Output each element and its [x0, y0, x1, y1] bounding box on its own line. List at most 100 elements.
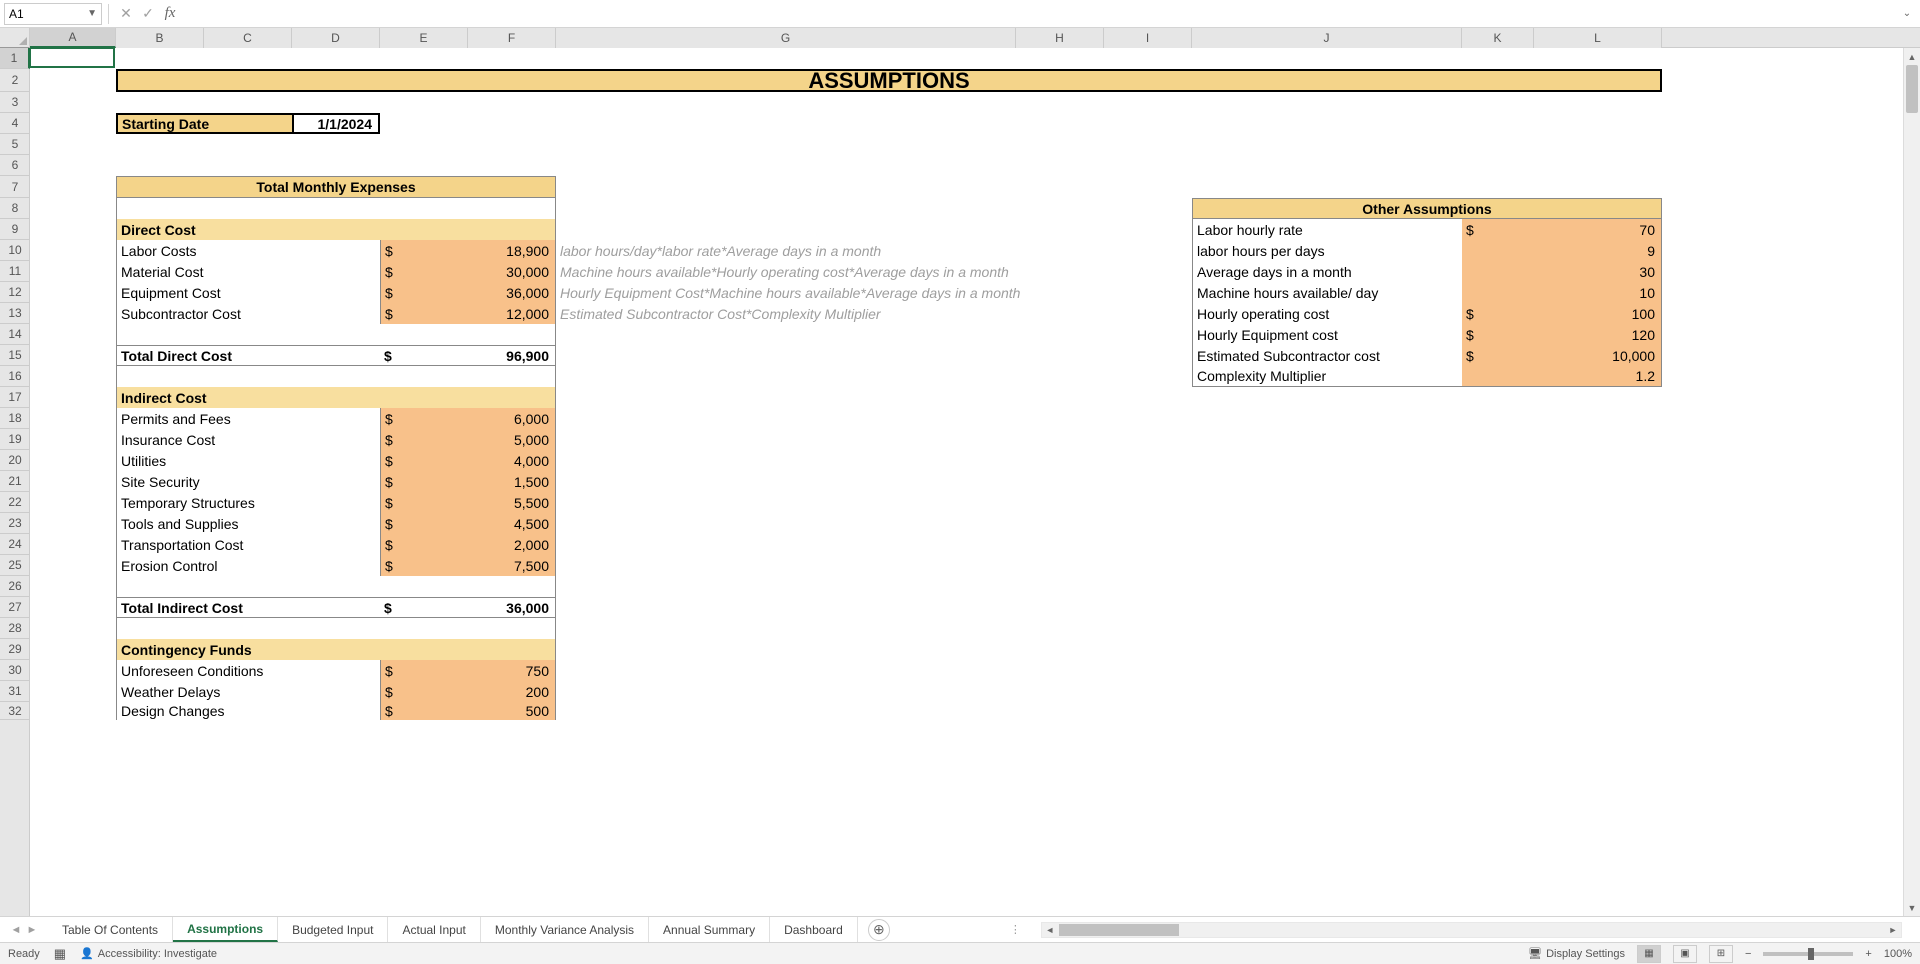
normal-view-button[interactable]: ▦ — [1637, 945, 1661, 963]
zoom-level[interactable]: 100% — [1884, 948, 1912, 960]
column-header[interactable]: D — [292, 28, 380, 48]
sheet-tab[interactable]: Annual Summary — [649, 917, 770, 942]
row-header[interactable]: 32 — [0, 702, 30, 720]
assumption-value[interactable]: 10 — [1534, 282, 1662, 303]
column-header[interactable]: B — [116, 28, 204, 48]
expense-value[interactable]: 36,000 — [468, 282, 556, 303]
select-all-corner[interactable] — [0, 28, 30, 48]
row-header[interactable]: 8 — [0, 198, 30, 219]
row-header[interactable]: 7 — [0, 176, 30, 198]
expense-value[interactable]: 4,000 — [468, 450, 556, 471]
sheet-tab[interactable]: Dashboard — [770, 917, 858, 942]
row-header[interactable]: 11 — [0, 261, 30, 282]
column-header[interactable]: I — [1104, 28, 1192, 48]
expense-value[interactable]: 4,500 — [468, 513, 556, 534]
starting-date-value[interactable]: 1/1/2024 — [292, 113, 380, 134]
row-header[interactable]: 15 — [0, 345, 30, 366]
row-header[interactable]: 17 — [0, 387, 30, 408]
assumption-value[interactable]: 30 — [1534, 261, 1662, 282]
row-header[interactable]: 24 — [0, 534, 30, 555]
row-header[interactable]: 23 — [0, 513, 30, 534]
column-header[interactable]: L — [1534, 28, 1662, 48]
expense-value[interactable]: 5,000 — [468, 429, 556, 450]
column-header[interactable]: A — [30, 28, 116, 48]
row-header[interactable]: 16 — [0, 366, 30, 387]
sheet-tab[interactable]: Budgeted Input — [278, 917, 388, 942]
fx-icon[interactable]: fx — [159, 3, 181, 25]
row-header[interactable]: 2 — [0, 69, 30, 92]
column-header[interactable]: C — [204, 28, 292, 48]
row-header[interactable]: 21 — [0, 471, 30, 492]
zoom-slider-thumb[interactable] — [1808, 948, 1814, 960]
assumption-value[interactable]: 120 — [1534, 324, 1662, 345]
scroll-down-icon[interactable]: ▼ — [1904, 899, 1920, 916]
row-header[interactable]: 14 — [0, 324, 30, 345]
row-header[interactable]: 19 — [0, 429, 30, 450]
horizontal-scrollbar[interactable]: ◄ ► — [1041, 922, 1902, 938]
scroll-right-icon[interactable]: ► — [1885, 923, 1901, 937]
expense-value[interactable]: 200 — [468, 681, 556, 702]
column-header[interactable]: K — [1462, 28, 1534, 48]
row-header[interactable]: 30 — [0, 660, 30, 681]
column-header[interactable]: H — [1016, 28, 1104, 48]
row-header[interactable]: 1 — [0, 48, 30, 69]
row-header[interactable]: 13 — [0, 303, 30, 324]
name-box[interactable]: A1 ▼ — [4, 3, 102, 25]
display-settings-button[interactable]: 🖥Display Settings — [1528, 947, 1625, 960]
zoom-out-button[interactable]: − — [1745, 948, 1751, 960]
expense-value[interactable]: 6,000 — [468, 408, 556, 429]
horizontal-scroll-thumb[interactable] — [1059, 924, 1179, 936]
expense-value[interactable]: 5,500 — [468, 492, 556, 513]
expense-value[interactable]: 30,000 — [468, 261, 556, 282]
row-header[interactable]: 27 — [0, 597, 30, 618]
tab-nav-prev-icon[interactable]: ◄ — [8, 924, 24, 936]
macro-record-icon[interactable]: ▦ — [54, 946, 66, 962]
row-header[interactable]: 28 — [0, 618, 30, 639]
vertical-scrollbar[interactable]: ▲ ▼ — [1903, 48, 1920, 916]
expense-value[interactable]: 18,900 — [468, 240, 556, 261]
expense-value[interactable]: 2,000 — [468, 534, 556, 555]
accessibility-status[interactable]: 👤Accessibility: Investigate — [80, 947, 217, 960]
row-header[interactable]: 29 — [0, 639, 30, 660]
zoom-in-button[interactable]: + — [1865, 948, 1871, 960]
tab-nav-next-icon[interactable]: ► — [24, 924, 40, 936]
vertical-scroll-thumb[interactable] — [1906, 65, 1918, 113]
column-header[interactable]: G — [556, 28, 1016, 48]
add-sheet-button[interactable]: ⊕ — [868, 919, 890, 941]
expense-value[interactable]: 750 — [468, 660, 556, 681]
sheet-tab[interactable]: Actual Input — [388, 917, 480, 942]
assumption-value[interactable]: 70 — [1534, 219, 1662, 240]
row-header[interactable]: 5 — [0, 134, 30, 155]
cancel-icon[interactable]: ✕ — [115, 3, 137, 25]
expense-value[interactable]: 500 — [468, 702, 556, 720]
row-header[interactable]: 26 — [0, 576, 30, 597]
scroll-up-icon[interactable]: ▲ — [1904, 48, 1920, 65]
zoom-slider[interactable] — [1763, 952, 1853, 956]
scroll-left-icon[interactable]: ◄ — [1042, 923, 1058, 937]
page-break-view-button[interactable]: ⊞ — [1709, 945, 1733, 963]
expense-value[interactable]: 1,500 — [468, 471, 556, 492]
column-header[interactable]: J — [1192, 28, 1462, 48]
assumption-value[interactable]: 9 — [1534, 240, 1662, 261]
cells-area[interactable]: ASSUMPTIONSStarting Date1/1/2024Total Mo… — [30, 48, 1920, 916]
row-header[interactable]: 6 — [0, 155, 30, 176]
row-header[interactable]: 25 — [0, 555, 30, 576]
row-header[interactable]: 3 — [0, 92, 30, 113]
sheet-tab[interactable]: Monthly Variance Analysis — [481, 917, 649, 942]
sheet-tab[interactable]: Assumptions — [173, 917, 278, 942]
formula-input[interactable] — [181, 3, 1898, 25]
name-box-dropdown-icon[interactable]: ▼ — [87, 8, 97, 19]
row-header[interactable]: 31 — [0, 681, 30, 702]
expense-value[interactable]: 12,000 — [468, 303, 556, 324]
column-header[interactable]: E — [380, 28, 468, 48]
assumption-value[interactable]: 1.2 — [1534, 366, 1662, 387]
assumption-value[interactable]: 100 — [1534, 303, 1662, 324]
column-header[interactable]: F — [468, 28, 556, 48]
row-header[interactable]: 22 — [0, 492, 30, 513]
row-header[interactable]: 10 — [0, 240, 30, 261]
row-header[interactable]: 12 — [0, 282, 30, 303]
sheet-tab[interactable]: Table Of Contents — [48, 917, 173, 942]
page-layout-view-button[interactable]: ▣ — [1673, 945, 1697, 963]
expense-value[interactable]: 7,500 — [468, 555, 556, 576]
row-header[interactable]: 4 — [0, 113, 30, 134]
